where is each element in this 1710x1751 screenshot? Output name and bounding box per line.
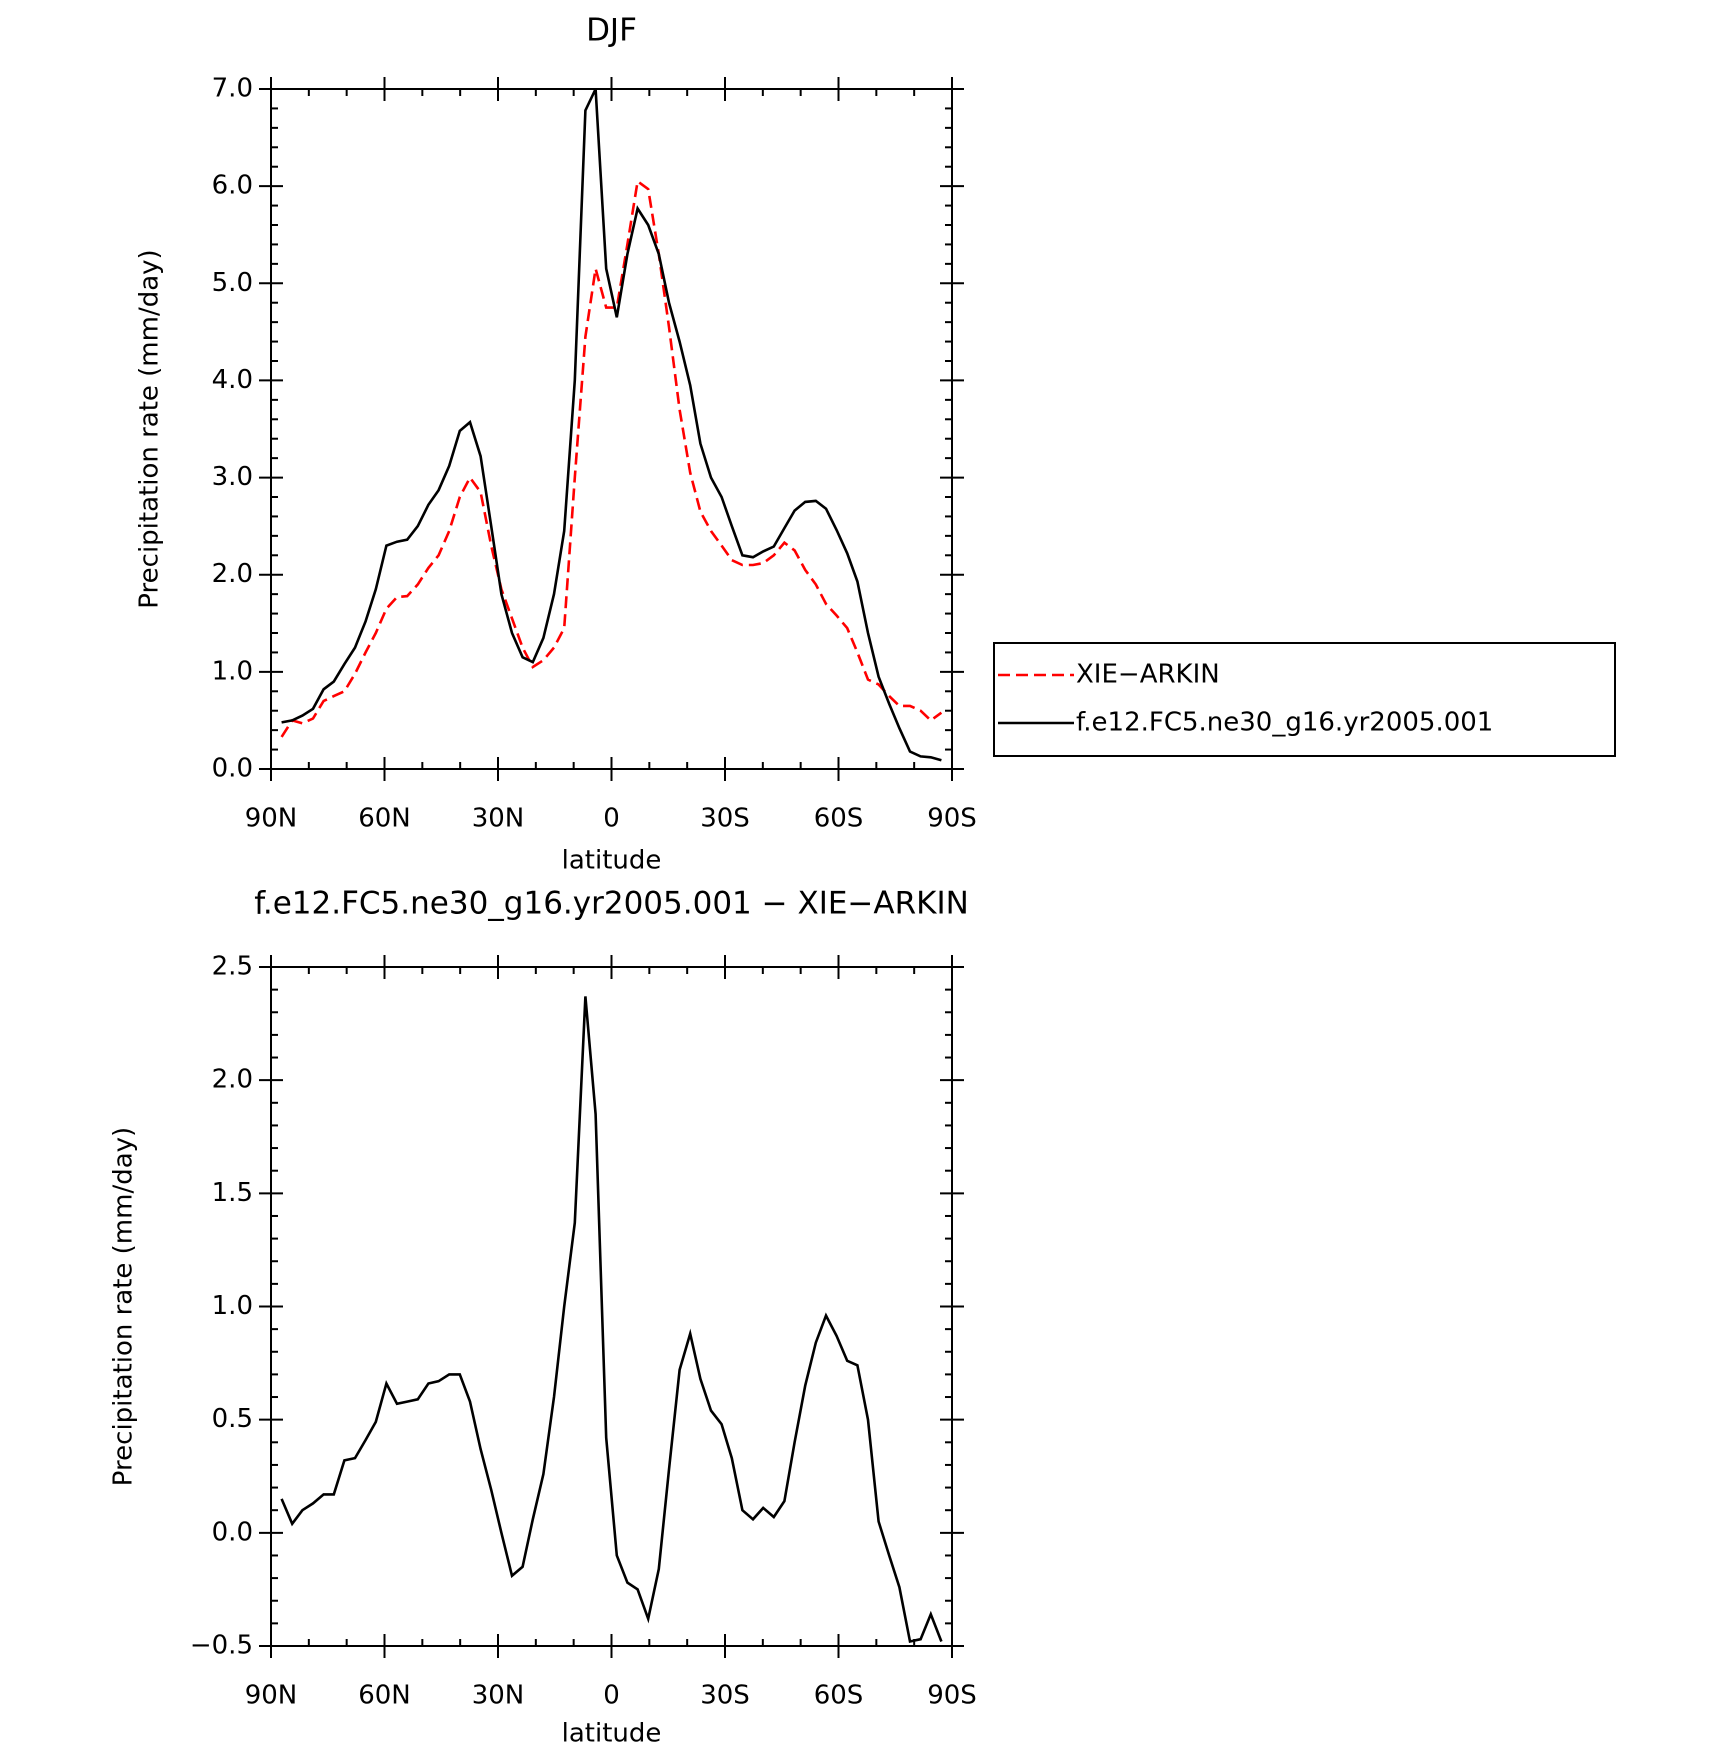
y-axis-label: Precipitation rate (mm/day) (109, 1127, 139, 1486)
x-tick-label: 60S (814, 1681, 864, 1711)
x-tick-label: 30N (472, 804, 525, 834)
y-tick-label: 3.0 (212, 462, 253, 492)
y-tick-label: 1.5 (212, 1178, 253, 1208)
plot-frame (270, 966, 953, 1647)
x-axis-label: latitude (562, 1719, 662, 1749)
x-tick-label: 90S (927, 804, 977, 834)
chart-title: f.e12.FC5.ne30_g16.yr2005.001 − XIE−ARKI… (254, 886, 969, 922)
legend-label: f.e12.FC5.ne30_g16.yr2005.001 (1076, 708, 1493, 738)
x-tick-label: 90S (927, 1681, 977, 1711)
y-tick-label: 2.0 (212, 559, 253, 589)
y-tick-label: 4.0 (212, 365, 253, 395)
y-tick-label: 6.0 (212, 171, 253, 201)
x-tick-label: 30N (472, 1681, 525, 1711)
y-tick-label: 7.0 (212, 74, 253, 104)
series-line (280, 178, 943, 738)
plot-frame (270, 88, 953, 770)
x-tick-label: 60N (358, 804, 411, 834)
x-tick-label: 30S (700, 1681, 750, 1711)
y-tick-label: 2.0 (212, 1065, 253, 1095)
x-tick-label: 60N (358, 1681, 411, 1711)
y-tick-label: 2.5 (212, 952, 253, 982)
series-line (280, 996, 943, 1644)
y-tick-label: 1.0 (212, 1291, 253, 1321)
chart-title: DJF (586, 13, 637, 49)
y-tick-label: 0.0 (212, 1517, 253, 1547)
x-tick-label: 30S (700, 804, 750, 834)
x-tick-label: 90N (245, 804, 298, 834)
y-axis-label: Precipitation rate (mm/day) (135, 249, 165, 608)
legend-box (993, 642, 1616, 757)
x-tick-label: 0 (603, 1681, 620, 1711)
y-tick-label: −0.5 (190, 1631, 253, 1661)
y-tick-label: 0.0 (212, 754, 253, 784)
legend-label: XIE−ARKIN (1076, 660, 1220, 690)
x-axis-label: latitude (562, 846, 662, 876)
y-tick-label: 1.0 (212, 656, 253, 686)
x-tick-label: 60S (814, 804, 864, 834)
x-tick-label: 0 (603, 804, 620, 834)
x-tick-label: 90N (245, 1681, 298, 1711)
y-tick-label: 5.0 (212, 268, 253, 298)
y-tick-label: 0.5 (212, 1404, 253, 1434)
series-line (281, 88, 942, 762)
